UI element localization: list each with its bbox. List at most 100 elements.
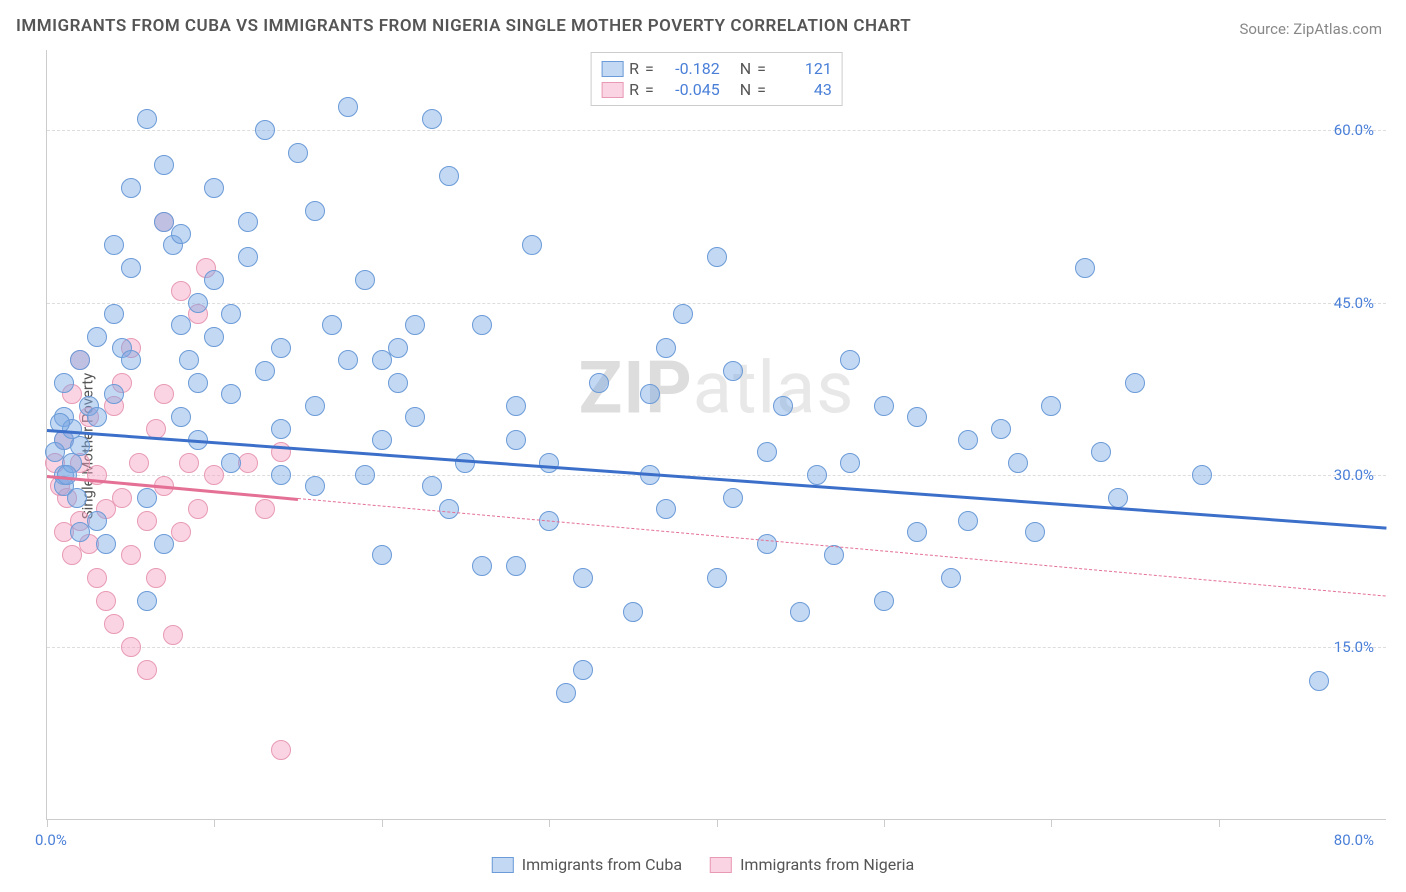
data-point-cuba	[372, 545, 392, 565]
data-point-cuba	[204, 178, 224, 198]
data-point-cuba	[121, 350, 141, 370]
data-point-cuba	[1125, 373, 1145, 393]
data-point-nigeria	[137, 660, 157, 680]
data-point-cuba	[656, 499, 676, 519]
data-point-cuba	[1192, 465, 1212, 485]
r-label: R	[629, 80, 639, 99]
data-point-cuba	[171, 224, 191, 244]
y-tick-label: 15.0%	[1334, 638, 1374, 656]
plot-area: ZIPatlas R = -0.182 N = 121 R = -0.045 N	[46, 50, 1386, 820]
data-point-cuba	[773, 396, 793, 416]
data-point-cuba	[305, 476, 325, 496]
data-point-cuba	[67, 488, 87, 508]
data-point-cuba	[1025, 522, 1045, 542]
data-point-cuba	[338, 350, 358, 370]
data-point-cuba	[388, 373, 408, 393]
legend-label-cuba: Immigrants from Cuba	[522, 855, 682, 874]
data-point-nigeria	[121, 545, 141, 565]
data-point-cuba	[221, 384, 241, 404]
data-point-nigeria	[129, 453, 149, 473]
data-point-cuba	[439, 166, 459, 186]
chart-title: IMMIGRANTS FROM CUBA VS IMMIGRANTS FROM …	[16, 16, 911, 36]
data-point-cuba	[137, 488, 157, 508]
data-point-cuba	[221, 453, 241, 473]
x-max-label: 80.0%	[1334, 831, 1374, 849]
data-point-nigeria	[137, 511, 157, 531]
swatch-cuba-icon	[492, 857, 514, 873]
x-tick	[1219, 819, 1220, 827]
data-point-nigeria	[96, 591, 116, 611]
data-point-cuba	[137, 109, 157, 129]
data-point-cuba	[54, 373, 74, 393]
x-tick	[382, 819, 383, 827]
data-point-nigeria	[146, 568, 166, 588]
y-tick-label: 30.0%	[1334, 466, 1374, 484]
data-point-cuba	[355, 270, 375, 290]
data-point-cuba	[87, 327, 107, 347]
data-point-cuba	[171, 407, 191, 427]
data-point-cuba	[439, 499, 459, 519]
data-point-cuba	[907, 522, 927, 542]
data-point-cuba	[87, 407, 107, 427]
swatch-nigeria-icon	[710, 857, 732, 873]
data-point-cuba	[506, 430, 526, 450]
legend-item-cuba: Immigrants from Cuba	[492, 855, 682, 874]
x-tick	[1051, 819, 1052, 827]
data-point-cuba	[707, 568, 727, 588]
r-value-cuba: -0.182	[660, 59, 720, 78]
eq-sign: =	[757, 59, 766, 78]
data-point-cuba	[104, 235, 124, 255]
data-point-nigeria	[271, 740, 291, 760]
data-point-cuba	[623, 602, 643, 622]
data-point-cuba	[723, 488, 743, 508]
y-tick-label: 45.0%	[1334, 294, 1374, 312]
data-point-cuba	[57, 465, 77, 485]
data-point-cuba	[305, 201, 325, 221]
data-point-cuba	[104, 384, 124, 404]
data-point-cuba	[405, 315, 425, 335]
data-point-cuba	[522, 235, 542, 255]
legend-row-nigeria: R = -0.045 N = 43	[601, 80, 832, 99]
data-point-cuba	[422, 476, 442, 496]
data-point-nigeria	[171, 522, 191, 542]
data-point-cuba	[372, 430, 392, 450]
gridline	[47, 647, 1386, 648]
data-point-cuba	[874, 591, 894, 611]
n-label: N	[740, 59, 751, 78]
data-point-cuba	[539, 453, 559, 473]
data-point-cuba	[288, 143, 308, 163]
swatch-cuba-icon	[601, 61, 623, 77]
data-point-cuba	[790, 602, 810, 622]
gridline	[47, 475, 1386, 476]
data-point-cuba	[87, 511, 107, 531]
source-label: Source:	[1239, 20, 1289, 38]
data-point-cuba	[305, 396, 325, 416]
data-point-nigeria	[121, 637, 141, 657]
x-tick	[47, 819, 48, 827]
watermark-light: atlas	[693, 346, 855, 431]
data-point-cuba	[1309, 671, 1329, 691]
data-point-cuba	[472, 315, 492, 335]
data-point-cuba	[271, 419, 291, 439]
data-point-cuba	[1091, 442, 1111, 462]
data-point-cuba	[723, 361, 743, 381]
data-point-cuba	[238, 212, 258, 232]
watermark: ZIPatlas	[579, 346, 855, 431]
data-point-cuba	[204, 270, 224, 290]
data-point-cuba	[840, 453, 860, 473]
data-point-cuba	[179, 350, 199, 370]
legend-correlation: R = -0.182 N = 121 R = -0.045 N = 43	[590, 52, 843, 106]
x-tick	[717, 819, 718, 827]
legend-label-nigeria: Immigrants from Nigeria	[740, 855, 914, 874]
data-point-cuba	[757, 442, 777, 462]
data-point-cuba	[322, 315, 342, 335]
data-point-cuba	[70, 436, 90, 456]
data-point-cuba	[656, 338, 676, 358]
y-tick-label: 60.0%	[1334, 121, 1374, 139]
data-point-cuba	[405, 407, 425, 427]
data-point-nigeria	[163, 625, 183, 645]
swatch-nigeria-icon	[601, 82, 623, 98]
data-point-cuba	[255, 120, 275, 140]
r-label: R	[629, 59, 639, 78]
data-point-cuba	[355, 465, 375, 485]
